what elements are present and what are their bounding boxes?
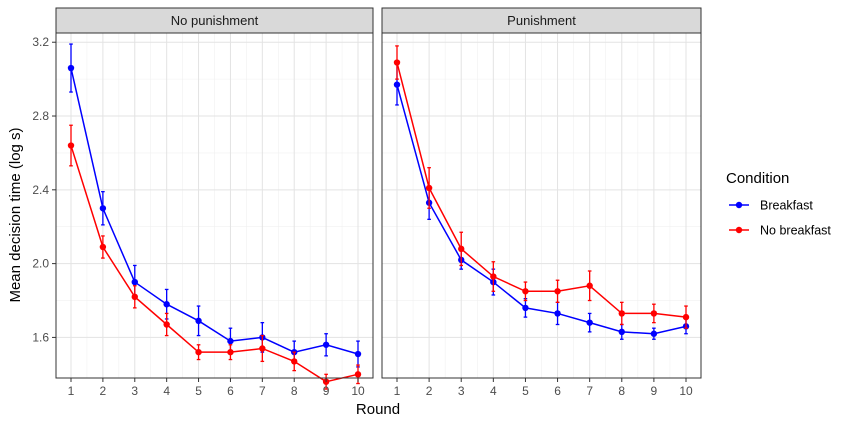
data-point	[131, 278, 138, 286]
panel-border-punishment	[381, 32, 702, 379]
series-breakfast	[67, 43, 362, 368]
data-point	[99, 205, 107, 212]
x-tick-label: 9	[323, 384, 330, 398]
data-point	[322, 341, 330, 348]
strip-label-punishment: Punishment	[507, 13, 576, 28]
x-tick-label: 2	[426, 384, 433, 398]
data-point	[99, 243, 107, 251]
x-tick-label: 5	[195, 384, 202, 398]
series-no-breakfast	[393, 45, 690, 329]
legend: Condition Breakfast No breakfast	[726, 170, 831, 238]
x-tick-label: 7	[259, 384, 266, 398]
data-point	[67, 142, 75, 149]
data-point	[554, 288, 561, 295]
series-line-no-breakfast	[70, 145, 359, 383]
y-tick-label: 2.4	[32, 183, 49, 197]
data-point	[682, 313, 690, 321]
data-point	[67, 64, 75, 72]
x-axis-title: Round	[356, 401, 400, 418]
y-tick-label: 3.2	[32, 35, 49, 49]
data-point	[393, 81, 401, 88]
y-tick-label: 1.6	[32, 330, 49, 344]
data-point	[393, 59, 401, 66]
y-axis: 1.6 2.0 2.4 2.8 3.2	[32, 35, 56, 344]
x-tick-label: 5	[522, 384, 529, 398]
x-tick-label: 6	[227, 384, 234, 398]
data-point	[259, 345, 266, 352]
legend-title: Condition	[726, 170, 789, 187]
data-point	[163, 301, 170, 308]
y-axis-title: Mean decision time (log s)	[7, 127, 24, 302]
y-tick-label: 2.0	[32, 257, 49, 271]
x-tick-label: 9	[651, 384, 658, 398]
data-point	[195, 317, 202, 325]
data-point	[425, 184, 433, 192]
legend-label-breakfast: Breakfast	[760, 199, 813, 213]
x-tick-label: 2	[100, 384, 107, 398]
x-tick-label: 4	[490, 384, 497, 398]
strip-label-no-punishment: No punishment	[171, 13, 259, 28]
x-tick-label: 4	[163, 384, 170, 398]
strip-no-punishment	[55, 7, 374, 34]
data-point	[650, 330, 658, 337]
data-point	[522, 304, 529, 312]
legend-label-no-breakfast: No breakfast	[760, 224, 831, 238]
data-point	[291, 358, 298, 365]
data-point	[227, 348, 234, 356]
x-axis: 1 2 3 4 5 6 7 8 9 10 1 2 3 4 5 6 7 8 9 10	[68, 378, 693, 398]
data-point	[618, 328, 625, 336]
y-tick-label: 2.8	[32, 109, 49, 123]
data-point	[586, 282, 593, 289]
series-line-breakfast	[396, 84, 687, 335]
x-tick-label: 1	[394, 384, 401, 398]
data-point	[163, 321, 170, 328]
data-point	[650, 310, 658, 317]
x-tick-label: 3	[131, 384, 138, 398]
x-tick-label: 3	[458, 384, 465, 398]
data-point	[490, 273, 497, 280]
series-line-no-breakfast	[396, 62, 687, 318]
data-point	[354, 371, 362, 378]
data-point	[522, 288, 529, 295]
legend-key-point-breakfast	[735, 201, 743, 209]
series-no-breakfast	[67, 124, 362, 390]
panel-punishment: Punishment	[381, 7, 702, 379]
strip-punishment	[381, 7, 702, 34]
data-point	[458, 245, 465, 253]
data-point	[554, 310, 561, 317]
x-tick-label: 7	[586, 384, 593, 398]
x-tick-label: 10	[679, 384, 693, 398]
panel-border-no-punishment	[55, 32, 374, 379]
data-point	[586, 319, 593, 326]
x-tick-label: 8	[291, 384, 298, 398]
data-point	[227, 337, 234, 345]
series-line-breakfast	[70, 67, 359, 355]
x-tick-label: 1	[68, 384, 75, 398]
legend-key-point-no-breakfast	[735, 226, 743, 234]
x-tick-label: 10	[351, 384, 365, 398]
panel-no-punishment: No punishment	[55, 7, 374, 390]
panels-layer: No punishment Punishment	[55, 7, 702, 390]
data-point	[195, 348, 202, 356]
data-point	[354, 350, 362, 358]
x-tick-label: 8	[618, 384, 625, 398]
data-point	[131, 293, 138, 301]
x-tick-label: 6	[554, 384, 561, 398]
data-point	[618, 310, 625, 317]
